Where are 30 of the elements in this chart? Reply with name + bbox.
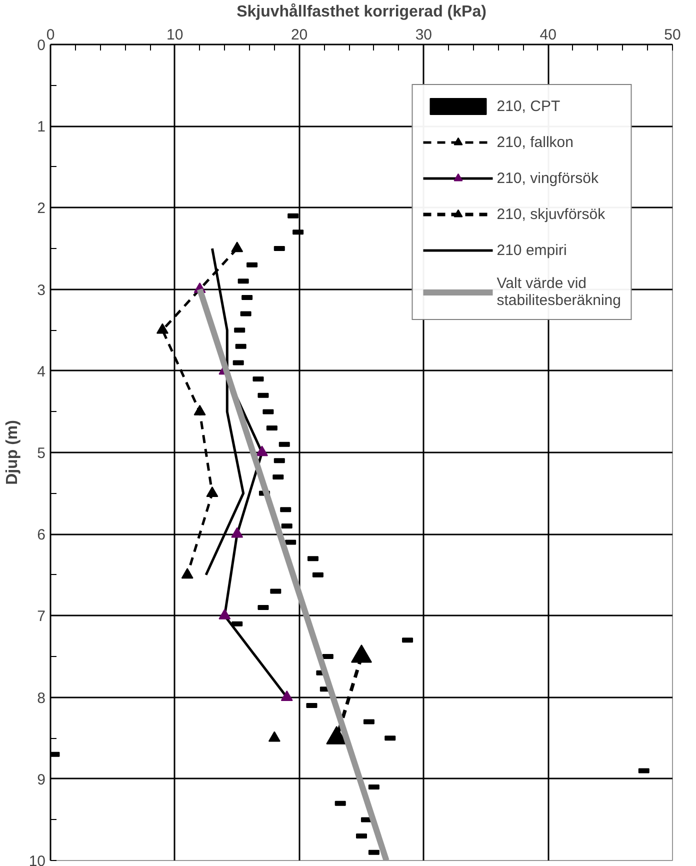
- y-tick-label: 9: [37, 771, 46, 788]
- point: [181, 568, 194, 579]
- y-tick-label: 0: [37, 37, 46, 54]
- legend-label: 210, vingförsök: [496, 168, 598, 188]
- legend-label: Valt värde vid stabilitesberäkning: [496, 275, 621, 309]
- y-tick-label: 10: [28, 853, 46, 866]
- y-axis-title: Djup (m): [4, 420, 21, 485]
- legend-label: 210 empiri: [496, 240, 567, 260]
- y-tick-label: 1: [37, 118, 46, 136]
- x-tick-label: 20: [290, 26, 308, 44]
- point: [256, 446, 268, 456]
- x-tick-label: 30: [415, 26, 432, 44]
- legend-label: 210, skjuvförsök: [496, 204, 606, 224]
- point: [231, 242, 244, 252]
- point: [194, 404, 206, 416]
- x-axis-title: Skjuvhållfasthet korrigerad (kPa): [236, 2, 486, 20]
- y-tick-label: 5: [37, 445, 46, 462]
- y-tick-label: 3: [37, 282, 46, 299]
- x-tick-label: 10: [166, 26, 184, 44]
- y-tick-label: 6: [37, 526, 46, 544]
- y-tick-label: 2: [37, 200, 46, 218]
- y-tick-label: 4: [37, 363, 46, 380]
- legend-label: 210, fallkon: [496, 132, 574, 152]
- point: [156, 323, 168, 334]
- point: [231, 527, 244, 538]
- y-tick-label: 8: [37, 690, 46, 707]
- x-tick-label: 50: [664, 26, 681, 44]
- x-tick-label: 40: [540, 26, 556, 44]
- y-tick-label: 7: [37, 608, 46, 626]
- legend-label: 210, CPT: [496, 96, 560, 116]
